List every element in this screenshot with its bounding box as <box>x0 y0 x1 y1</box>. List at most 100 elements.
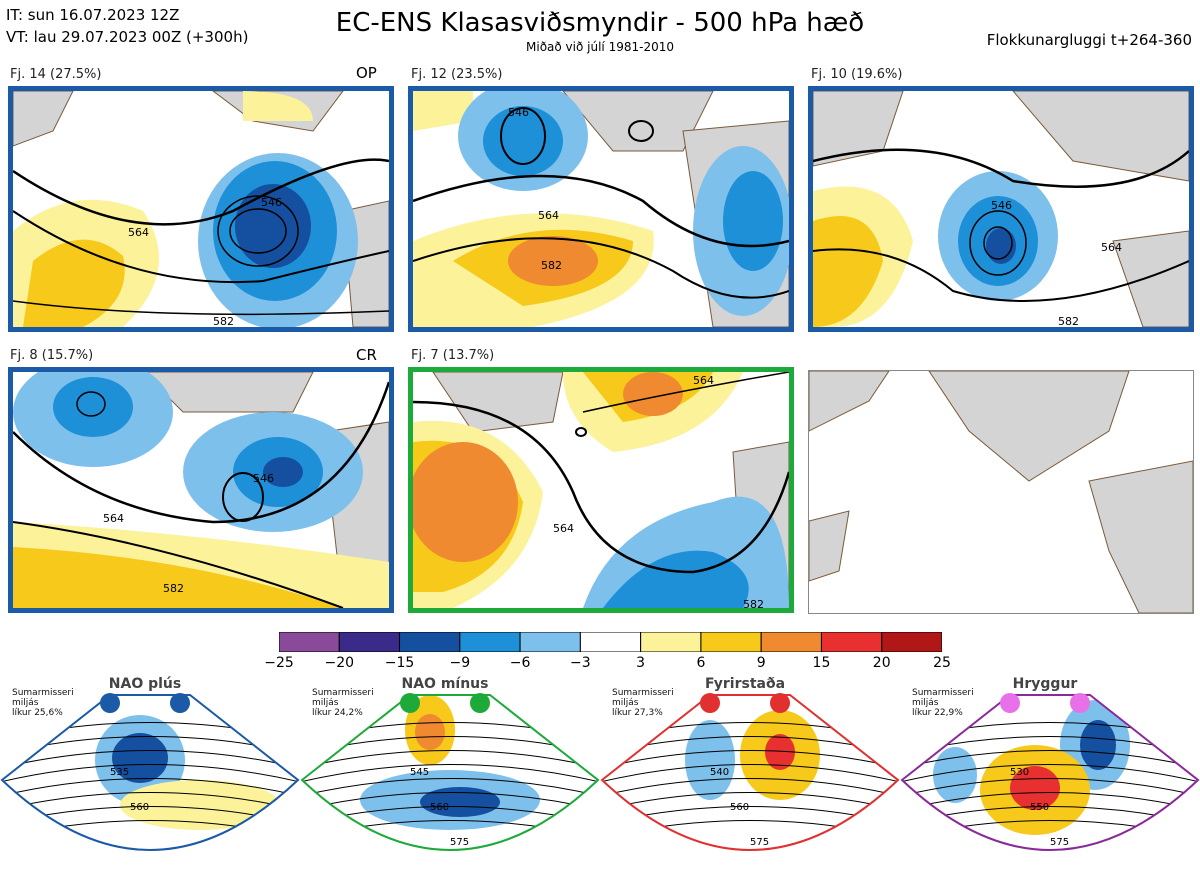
anomaly-patch <box>933 747 977 803</box>
regime-marker-dot <box>100 693 120 713</box>
height-contour <box>902 764 1198 783</box>
cluster-map-5-svg: 564 564 582 <box>413 372 789 608</box>
colorbar-segment <box>579 631 642 653</box>
contour-label: 575 <box>1050 837 1069 848</box>
regime-name: Fyrirstaða <box>704 676 786 692</box>
height-contour <box>602 750 898 769</box>
height-contour <box>302 764 598 783</box>
height-contour <box>902 778 1198 797</box>
colorbar-segment <box>820 631 883 653</box>
colorbar-segment <box>760 631 822 653</box>
regime-4: 530 550 575 Hryggur Sumarmisseri miljás líkur … <box>900 676 1200 871</box>
anomaly-patch <box>1010 766 1060 810</box>
colorbar-tick-label: 9 <box>756 655 766 671</box>
regime-note: Sumarmisseri miljás líkur 27,3% <box>612 688 674 718</box>
svg-text:546: 546 <box>508 106 529 119</box>
svg-text:582: 582 <box>213 315 234 327</box>
colorbar-segment <box>700 631 762 653</box>
anomaly-patch <box>1080 720 1116 770</box>
page-title: EC-ENS Klasasviðsmyndir - 500 hPa hæð <box>335 8 865 38</box>
svg-text:546: 546 <box>253 472 274 485</box>
height-contour <box>2 792 298 811</box>
cluster-tag-op: OP <box>356 64 377 82</box>
regime-note: Sumarmisseri miljás líkur 24,2% <box>312 688 374 718</box>
contour-label: 540 <box>710 767 729 778</box>
svg-text:564: 564 <box>1101 241 1122 254</box>
regime-marker-dot <box>1000 693 1020 713</box>
colorbar-tick-label: −15 <box>384 655 415 671</box>
svg-text:564: 564 <box>103 512 124 525</box>
cluster-map-3-svg: 546 564 582 <box>813 91 1189 327</box>
colorbar-tick-label: 20 <box>872 655 891 671</box>
anomaly-patch <box>420 787 500 817</box>
contour-label: 575 <box>750 837 769 848</box>
regime-note-line: miljás <box>612 698 639 708</box>
svg-text:564: 564 <box>553 522 574 535</box>
height-contour <box>602 764 898 783</box>
regime-outline <box>300 694 600 851</box>
colorbar-segment <box>459 631 521 653</box>
initial-time: IT: sun 16.07.2023 12Z <box>6 6 180 24</box>
height-contour <box>2 750 298 769</box>
cluster-tag-cr: CR <box>356 346 377 364</box>
regime-note-line: Sumarmisseri <box>612 688 674 698</box>
regime-note-line: miljás <box>312 698 339 708</box>
cluster-map-2-svg: 546 564 582 <box>413 91 789 327</box>
regime-map-svg: 530 550 575 <box>900 693 1200 851</box>
height-contour <box>902 750 1198 769</box>
svg-text:564: 564 <box>538 209 559 222</box>
regime-map-svg: 535 560 <box>0 693 300 851</box>
regime-1: 535 560 NAO plús Sumarmisseri miljás líkur 25… <box>0 676 300 871</box>
svg-text:546: 546 <box>261 196 282 209</box>
regime-name: NAO plús <box>108 676 182 692</box>
colorbar-tick-label: 3 <box>636 655 646 671</box>
contour-label: 545 <box>410 767 429 778</box>
cluster-window: Flokkunargluggi t+264-360 <box>986 31 1192 49</box>
contour-label: 535 <box>110 767 129 778</box>
colorbar-tick-label: −25 <box>264 655 294 671</box>
page-subtitle: Miðað við júlí 1981-2010 <box>526 40 674 54</box>
regime-map-svg: 540 560 575 <box>600 693 900 851</box>
regime-outline <box>600 694 900 851</box>
colorbar-tick-label: −3 <box>570 655 591 671</box>
colorbar-segment <box>399 631 461 653</box>
contour-label: 560 <box>430 802 449 813</box>
height-contour <box>302 778 598 797</box>
colorbar-segment <box>519 631 581 653</box>
anomaly-patch <box>685 720 735 800</box>
regime-marker-dot <box>1070 693 1090 713</box>
regime-map-svg: 545 560 575 <box>300 693 600 851</box>
contour-label: 560 <box>730 802 749 813</box>
svg-text:564: 564 <box>128 226 149 239</box>
regime-marker-dot <box>700 693 720 713</box>
colorbar-tick-label: 25 <box>933 655 951 671</box>
regime-marker-dot <box>470 693 490 713</box>
regime-note-line: miljás <box>12 698 39 708</box>
empty-map-svg <box>809 371 1193 613</box>
contour-label: 560 <box>130 802 149 813</box>
contour-label: 530 <box>1010 767 1029 778</box>
svg-text:582: 582 <box>743 598 764 608</box>
cluster-map-4: 546 564 582 <box>8 367 394 613</box>
cluster-label-4: Fj. 8 (15.7%) <box>10 348 94 363</box>
contour-label: 550 <box>1030 802 1049 813</box>
height-contour <box>2 778 298 797</box>
regime-marker-dot <box>400 693 420 713</box>
contour-label: 575 <box>450 837 469 848</box>
regime-note-line: Sumarmisseri <box>912 688 974 698</box>
colorbar-tick-label: −6 <box>509 655 531 671</box>
colorbar-segment <box>278 631 340 653</box>
height-contour <box>2 764 298 783</box>
cluster-map-1: 546 564 582 <box>8 86 394 332</box>
regime-note: Sumarmisseri miljás líkur 22,9% <box>912 688 974 718</box>
colorbar-segment <box>338 631 401 653</box>
valid-time: VT: lau 29.07.2023 00Z (+300h) <box>6 28 249 46</box>
height-contour <box>302 792 598 811</box>
regime-outline <box>900 694 1200 851</box>
height-contour <box>602 778 898 797</box>
empty-map-panel <box>808 370 1194 614</box>
height-contour <box>302 750 598 769</box>
regime-name: Hryggur <box>1012 676 1078 692</box>
regime-name: NAO mínus <box>401 676 489 692</box>
cluster-map-2: 546 564 582 <box>408 86 794 332</box>
